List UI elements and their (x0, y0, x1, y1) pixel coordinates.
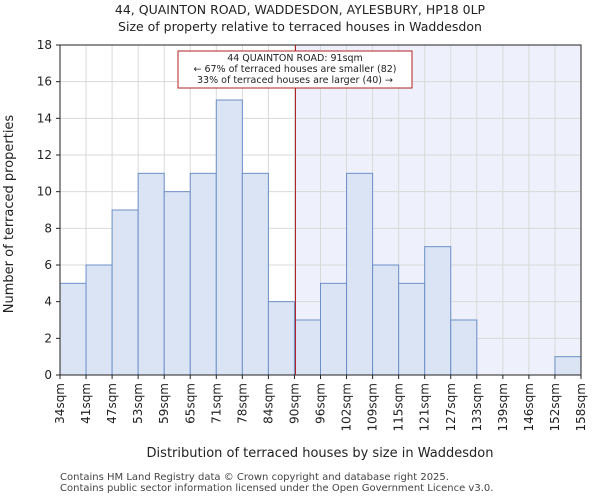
chart-title-line1: 44, QUAINTON ROAD, WADDESDON, AYLESBURY,… (115, 2, 486, 17)
x-tick-label: 146sqm (522, 383, 536, 431)
bar-96sqm (320, 282, 348, 376)
footer-line2: Contains public sector information licen… (60, 483, 494, 494)
x-tick-label: 71sqm (209, 383, 223, 424)
y-tick-label: 14 (37, 111, 52, 125)
x-tick-label: 53sqm (131, 383, 145, 424)
annotation-box (177, 50, 413, 89)
x-tick-label: 59sqm (157, 383, 171, 424)
plot-area: 0 2 4 6 8 10 12 14 16 18 34sqm 41sqm 47sqm 53sqm 59sqm… (37, 38, 588, 431)
chart-title-line2: Size of property relative to terraced ho… (118, 19, 482, 34)
bar-102sqm (346, 172, 374, 376)
bar-152sqm (554, 356, 582, 376)
y-tick-label: 0 (44, 368, 52, 382)
y-tick-label: 8 (44, 221, 52, 235)
x-tick-label: 127sqm (444, 383, 458, 431)
x-tick-label: 78sqm (235, 383, 249, 424)
x-tick-label: 90sqm (287, 383, 301, 424)
annotation-line3: 33% of terraced houses are larger (40) → (197, 75, 393, 86)
bar-53sqm (137, 172, 165, 376)
x-tick-label: 133sqm (470, 383, 484, 431)
x-tick-label: 115sqm (392, 383, 406, 431)
x-tick-label: 47sqm (105, 383, 119, 424)
x-axis-label: Distribution of terraced houses by size … (147, 446, 494, 461)
y-tick-label: 16 (37, 75, 52, 89)
y-axis-label: Number of terraced properties (2, 115, 17, 314)
y-tick-label: 18 (37, 38, 52, 52)
bar-121sqm (424, 246, 452, 376)
x-tick-label: 65sqm (183, 383, 197, 424)
bar-78sqm (241, 172, 269, 376)
y-tick-label: 10 (37, 185, 52, 199)
bar-41sqm (85, 264, 113, 376)
annotation-line2: ← 67% of terraced houses are smaller (82… (193, 64, 396, 75)
y-tick-label: 4 (44, 295, 52, 309)
bar-59sqm (163, 191, 191, 376)
bar-127sqm (450, 319, 478, 376)
y-tick-label: 6 (44, 258, 52, 272)
y-tick-label: 2 (44, 331, 52, 345)
x-tick-label: 158sqm (574, 383, 588, 431)
bar-34sqm (59, 282, 87, 376)
x-tick-label: 102sqm (340, 383, 354, 431)
x-tick-label: 121sqm (418, 383, 432, 431)
x-tick-label: 139sqm (496, 383, 510, 431)
x-tick-label: 109sqm (366, 383, 380, 431)
footer-line1: Contains HM Land Registry data © Crown c… (60, 472, 449, 483)
y-tick-label: 12 (37, 148, 52, 162)
x-tick-label: 152sqm (548, 383, 562, 431)
x-tick-label: 34sqm (53, 383, 67, 424)
bar-47sqm (111, 209, 139, 376)
x-tick-label: 96sqm (314, 383, 328, 424)
bar-71sqm (215, 99, 243, 376)
bar-65sqm (189, 172, 217, 376)
bar-90sqm (293, 319, 322, 376)
bar-115sqm (398, 282, 426, 376)
x-tick-label: 41sqm (79, 383, 93, 424)
bar-109sqm (372, 264, 400, 376)
x-tick-label: 84sqm (261, 383, 275, 424)
annotation-line1: 44 QUAINTON ROAD: 91sqm (227, 53, 363, 64)
bar-84sqm (267, 301, 295, 376)
